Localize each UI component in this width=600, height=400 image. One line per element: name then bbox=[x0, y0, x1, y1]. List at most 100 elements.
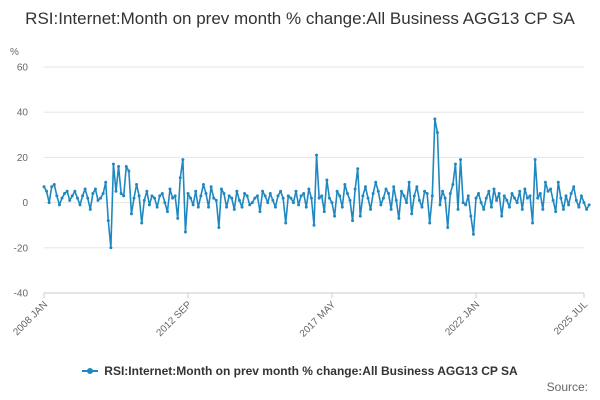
data-point[interactable] bbox=[525, 196, 529, 200]
data-point[interactable] bbox=[528, 194, 532, 198]
data-point[interactable] bbox=[582, 201, 586, 205]
data-point[interactable] bbox=[204, 192, 208, 196]
data-point[interactable] bbox=[484, 196, 488, 200]
data-point[interactable] bbox=[219, 187, 223, 191]
data-point[interactable] bbox=[322, 210, 326, 214]
data-point[interactable] bbox=[515, 201, 519, 205]
data-point[interactable] bbox=[443, 196, 447, 200]
data-point[interactable] bbox=[50, 185, 54, 189]
data-point[interactable] bbox=[446, 225, 450, 229]
data-point[interactable] bbox=[194, 189, 198, 193]
data-point[interactable] bbox=[471, 232, 475, 236]
data-point[interactable] bbox=[196, 205, 200, 209]
data-point[interactable] bbox=[381, 196, 385, 200]
data-point[interactable] bbox=[351, 219, 355, 223]
data-point[interactable] bbox=[361, 194, 365, 198]
data-point[interactable] bbox=[168, 187, 172, 191]
data-point[interactable] bbox=[384, 187, 388, 191]
data-point[interactable] bbox=[392, 185, 396, 189]
data-point[interactable] bbox=[567, 203, 571, 207]
data-point[interactable] bbox=[536, 196, 540, 200]
data-point[interactable] bbox=[407, 180, 411, 184]
data-point[interactable] bbox=[549, 187, 553, 191]
data-point[interactable] bbox=[222, 192, 226, 196]
data-point[interactable] bbox=[68, 198, 72, 202]
data-point[interactable] bbox=[227, 194, 231, 198]
data-point[interactable] bbox=[186, 192, 190, 196]
data-point[interactable] bbox=[57, 203, 61, 207]
data-point[interactable] bbox=[518, 189, 522, 193]
data-point[interactable] bbox=[389, 207, 393, 211]
data-point[interactable] bbox=[261, 189, 265, 193]
data-point[interactable] bbox=[340, 205, 344, 209]
data-point[interactable] bbox=[304, 205, 308, 209]
data-point[interactable] bbox=[438, 203, 442, 207]
data-point[interactable] bbox=[585, 207, 589, 211]
data-point[interactable] bbox=[559, 196, 563, 200]
data-point[interactable] bbox=[263, 194, 267, 198]
data-point[interactable] bbox=[124, 164, 128, 168]
data-point[interactable] bbox=[387, 192, 391, 196]
data-point[interactable] bbox=[86, 196, 90, 200]
data-point[interactable] bbox=[253, 196, 257, 200]
data-point[interactable] bbox=[327, 196, 331, 200]
data-point[interactable] bbox=[435, 131, 439, 135]
data-point[interactable] bbox=[279, 189, 283, 193]
data-point[interactable] bbox=[345, 192, 349, 196]
data-point[interactable] bbox=[207, 205, 211, 209]
data-point[interactable] bbox=[47, 201, 51, 205]
data-point[interactable] bbox=[320, 194, 324, 198]
data-point[interactable] bbox=[556, 180, 560, 184]
data-point[interactable] bbox=[577, 205, 581, 209]
data-point[interactable] bbox=[250, 201, 254, 205]
data-point[interactable] bbox=[127, 169, 131, 173]
data-point[interactable] bbox=[569, 192, 573, 196]
data-point[interactable] bbox=[456, 207, 460, 211]
data-point[interactable] bbox=[132, 196, 136, 200]
data-point[interactable] bbox=[348, 198, 352, 202]
data-point[interactable] bbox=[399, 189, 403, 193]
data-point[interactable] bbox=[140, 221, 144, 225]
data-point[interactable] bbox=[533, 158, 537, 162]
data-point[interactable] bbox=[441, 189, 445, 193]
data-point[interactable] bbox=[338, 194, 342, 198]
data-point[interactable] bbox=[104, 180, 108, 184]
data-point[interactable] bbox=[513, 196, 517, 200]
data-point[interactable] bbox=[487, 189, 491, 193]
data-point[interactable] bbox=[225, 205, 229, 209]
data-point[interactable] bbox=[273, 205, 277, 209]
data-point[interactable] bbox=[489, 205, 493, 209]
data-point[interactable] bbox=[428, 221, 432, 225]
data-point[interactable] bbox=[268, 192, 272, 196]
data-point[interactable] bbox=[572, 185, 576, 189]
data-point[interactable] bbox=[55, 194, 59, 198]
data-point[interactable] bbox=[183, 230, 187, 234]
data-point[interactable] bbox=[258, 210, 262, 214]
data-point[interactable] bbox=[505, 198, 509, 202]
data-point[interactable] bbox=[379, 203, 383, 207]
data-point[interactable] bbox=[165, 210, 169, 214]
data-point[interactable] bbox=[153, 196, 157, 200]
data-point[interactable] bbox=[579, 194, 583, 198]
data-point[interactable] bbox=[42, 185, 46, 189]
data-point[interactable] bbox=[65, 189, 69, 193]
data-point[interactable] bbox=[109, 246, 113, 250]
data-point[interactable] bbox=[201, 183, 205, 187]
data-point[interactable] bbox=[376, 189, 380, 193]
data-point[interactable] bbox=[281, 196, 285, 200]
data-point[interactable] bbox=[433, 117, 437, 121]
data-point[interactable] bbox=[163, 201, 167, 205]
data-point[interactable] bbox=[240, 205, 244, 209]
data-point[interactable] bbox=[155, 205, 159, 209]
data-point[interactable] bbox=[78, 203, 82, 207]
data-point[interactable] bbox=[99, 196, 103, 200]
data-point[interactable] bbox=[394, 198, 398, 202]
data-point[interactable] bbox=[302, 192, 306, 196]
data-point[interactable] bbox=[574, 198, 578, 202]
data-point[interactable] bbox=[500, 214, 504, 218]
data-point[interactable] bbox=[147, 203, 151, 207]
data-point[interactable] bbox=[343, 183, 347, 187]
data-point[interactable] bbox=[106, 219, 110, 223]
data-point[interactable] bbox=[81, 194, 85, 198]
data-point[interactable] bbox=[230, 196, 234, 200]
